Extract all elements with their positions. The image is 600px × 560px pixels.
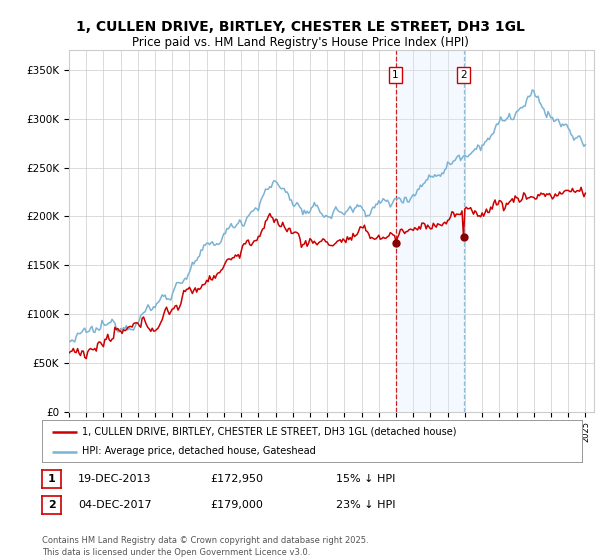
Text: 19-DEC-2013: 19-DEC-2013 <box>78 474 151 484</box>
Text: 15% ↓ HPI: 15% ↓ HPI <box>336 474 395 484</box>
Text: 2: 2 <box>48 500 55 510</box>
Text: 2: 2 <box>460 70 467 80</box>
Text: £172,950: £172,950 <box>210 474 263 484</box>
Text: Contains HM Land Registry data © Crown copyright and database right 2025.
This d: Contains HM Land Registry data © Crown c… <box>42 536 368 557</box>
Text: 1: 1 <box>392 70 399 80</box>
Text: 23% ↓ HPI: 23% ↓ HPI <box>336 500 395 510</box>
Bar <box>395 50 464 412</box>
Text: Price paid vs. HM Land Registry's House Price Index (HPI): Price paid vs. HM Land Registry's House … <box>131 36 469 49</box>
Text: £179,000: £179,000 <box>210 500 263 510</box>
Text: 04-DEC-2017: 04-DEC-2017 <box>78 500 152 510</box>
Text: HPI: Average price, detached house, Gateshead: HPI: Average price, detached house, Gate… <box>83 446 316 456</box>
Text: 1: 1 <box>48 474 55 484</box>
Text: 1, CULLEN DRIVE, BIRTLEY, CHESTER LE STREET, DH3 1GL: 1, CULLEN DRIVE, BIRTLEY, CHESTER LE STR… <box>76 20 524 34</box>
Text: 1, CULLEN DRIVE, BIRTLEY, CHESTER LE STREET, DH3 1GL (detached house): 1, CULLEN DRIVE, BIRTLEY, CHESTER LE STR… <box>83 427 457 437</box>
